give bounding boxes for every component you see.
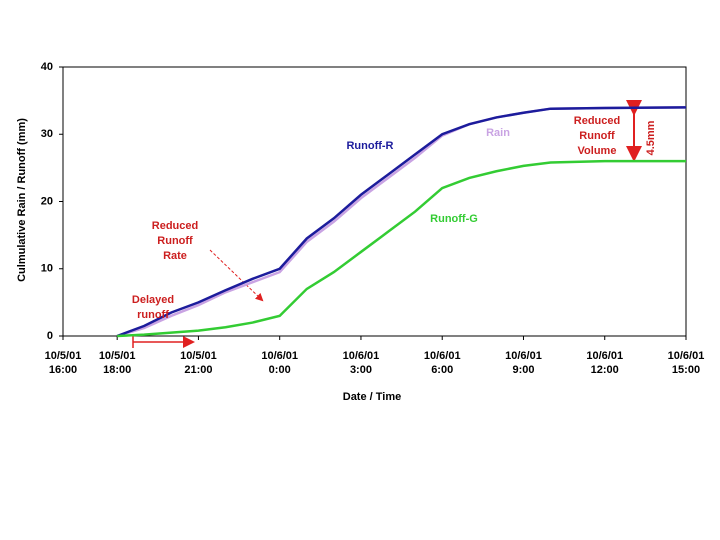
series-line (117, 159, 686, 338)
series-label: Rain (486, 127, 510, 139)
x-tick-label: 10/6/01 9:00 (505, 350, 542, 376)
y-tick-label: 40 (41, 61, 53, 73)
y-tick-label: 10 (41, 263, 53, 275)
x-tick-label: 10/6/01 3:00 (343, 350, 380, 376)
annotation: Rate (163, 250, 187, 262)
annotation: Runoff (157, 235, 193, 247)
series-line (116, 106, 687, 338)
x-tick-label: 10/5/01 21:00 (180, 350, 217, 376)
y-tick-label: 0 (47, 330, 53, 342)
series-label: Runoff-G (430, 213, 478, 225)
annotation: Runoff (579, 130, 615, 142)
annotation: Volume (578, 145, 617, 157)
plot-area (62, 66, 687, 337)
x-tick-label: 10/6/01 6:00 (424, 350, 461, 376)
x-tick-label: 10/6/01 12:00 (586, 350, 623, 376)
annotation: Reduced (152, 220, 198, 232)
y-axis-label: Culmulative Rain / Runoff (mm) (16, 118, 28, 282)
rate-arrow (209, 249, 264, 302)
x-tick-label: 10/5/01 18:00 (99, 350, 136, 376)
series-label: Runoff-R (346, 140, 393, 152)
difference-label: 4.5mm (645, 120, 657, 155)
x-tick-label: 10/5/01 16:00 (45, 350, 82, 376)
annotation: Delayed (132, 294, 174, 306)
annotation: runoff (137, 309, 169, 321)
x-tick-label: 10/6/01 15:00 (668, 350, 705, 376)
annotation: Reduced (574, 115, 620, 127)
x-axis-label: Date / Time (343, 391, 402, 403)
x-tick-label: 10/6/01 0:00 (261, 350, 298, 376)
y-tick-label: 20 (41, 195, 53, 207)
y-tick-label: 30 (41, 128, 53, 140)
